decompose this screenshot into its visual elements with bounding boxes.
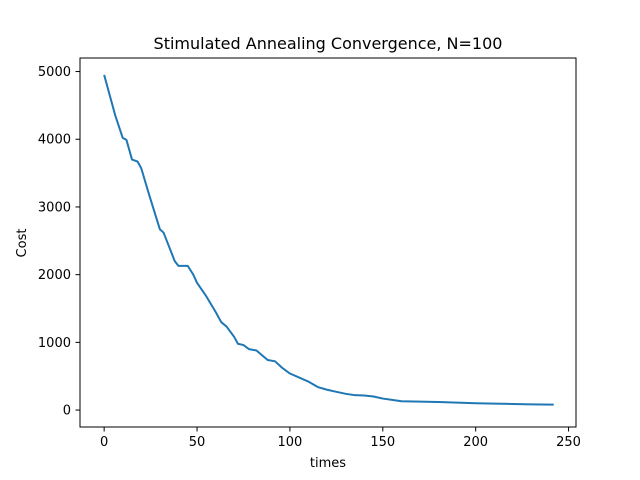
series-line-0 bbox=[103, 74, 554, 406]
x-tick-label: 100 bbox=[278, 435, 303, 450]
axes-frame bbox=[79, 57, 577, 428]
y-tick-label: 3000 bbox=[38, 200, 71, 215]
y-tick-label: 0 bbox=[63, 404, 71, 419]
plot-area bbox=[103, 74, 554, 406]
y-tick-label: 2000 bbox=[38, 268, 71, 283]
y-axis-label: Cost bbox=[15, 229, 30, 258]
chart-title: Stimulated Annealing Convergence, N=100 bbox=[154, 34, 503, 53]
y-tick-label: 1000 bbox=[38, 336, 71, 351]
x-tick-label: 250 bbox=[556, 435, 581, 450]
x-axis-label: times bbox=[310, 456, 346, 471]
x-tick-label: 150 bbox=[370, 435, 395, 450]
x-tick-label: 200 bbox=[463, 435, 488, 450]
x-tick-label: 50 bbox=[189, 435, 206, 450]
x-tick-label: 0 bbox=[100, 435, 108, 450]
y-tick-label: 4000 bbox=[38, 133, 71, 148]
y-tick-label: 5000 bbox=[38, 65, 71, 80]
axes: 0 50 100 150 200 250 0 1000 2000 3000 4000 5000 bbox=[38, 57, 581, 450]
